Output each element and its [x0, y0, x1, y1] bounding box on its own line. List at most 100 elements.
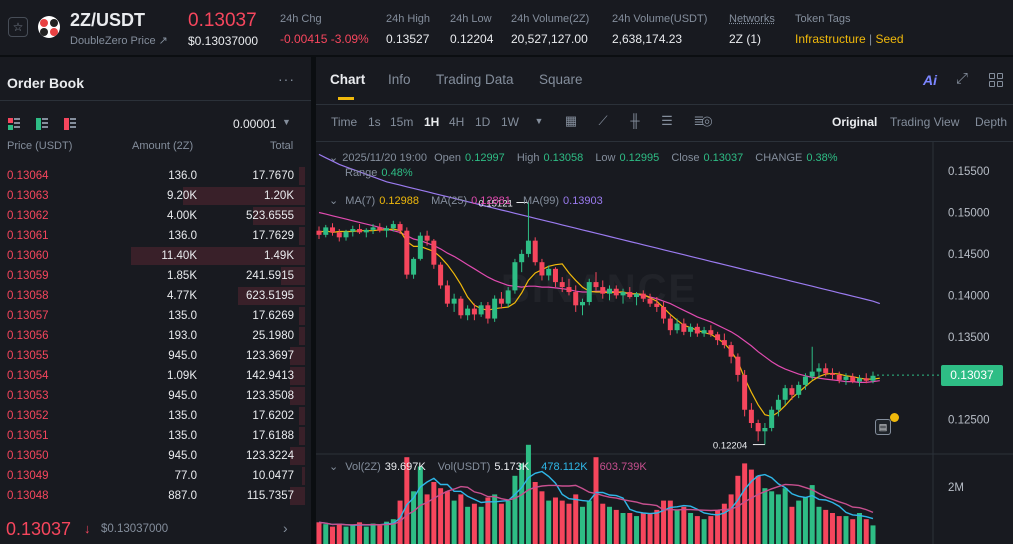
tick-size-select[interactable]: 0.00001	[233, 117, 277, 131]
ask-row[interactable]: 0.13057 135.0 17.6269	[0, 306, 311, 326]
ask-row[interactable]: 0.13061 136.0 17.7629	[0, 226, 311, 246]
volume-bar	[870, 525, 876, 544]
candle-body	[769, 409, 775, 428]
legend-close: 0.13037	[703, 152, 744, 164]
ask-total: 623.5195	[246, 290, 294, 302]
project-name-link[interactable]: DoubleZero Price ↗	[70, 34, 168, 47]
ask-total: 25.1980	[252, 330, 294, 342]
ask-row[interactable]: 0.13055 945.0 123.3697	[0, 346, 311, 366]
ask-row[interactable]: 0.13049 77.0 10.0477	[0, 466, 311, 486]
volume-bar	[775, 494, 781, 544]
candle-type-icon[interactable]: ╫	[630, 113, 640, 128]
interval-1h[interactable]: 1H	[424, 115, 440, 129]
view-both-icon[interactable]	[8, 118, 20, 130]
candle-body	[579, 301, 585, 306]
depth-bar	[299, 327, 305, 345]
tag-infrastructure[interactable]: Infrastructure	[795, 32, 866, 46]
volume-bar	[843, 516, 849, 544]
ma7-line	[318, 228, 880, 418]
ask-amount: 11.40K	[161, 250, 197, 262]
interval-1d[interactable]: 1D	[475, 115, 491, 129]
list-icon[interactable]: ≣	[693, 113, 705, 128]
interval-15m[interactable]: 15m	[390, 115, 414, 129]
ask-row[interactable]: 0.13059 1.85K 241.5915	[0, 266, 311, 286]
candle-body	[593, 282, 599, 288]
candle-body	[316, 230, 322, 235]
target-icon[interactable]: ◎	[701, 113, 713, 128]
chevron-right-icon[interactable]: ›	[283, 520, 288, 536]
collapse-chevron-icon[interactable]: ⌄	[329, 152, 339, 164]
volume-bar	[809, 485, 815, 544]
collapse-chevron-icon[interactable]: ⌄	[329, 461, 339, 473]
range-legend: Range 0.48%	[345, 167, 422, 179]
interval-1w[interactable]: 1W	[501, 115, 519, 129]
view-trading-view[interactable]: Trading View	[890, 115, 960, 129]
ask-row[interactable]: 0.13056 193.0 25.1980	[0, 326, 311, 346]
volume-bar	[512, 475, 518, 544]
doublezero-logo[interactable]	[38, 16, 60, 38]
star-icon[interactable]: ☆	[8, 17, 28, 37]
tag-seed[interactable]: Seed	[875, 32, 904, 46]
ask-total: 523.6555	[246, 210, 294, 222]
volume-bar	[647, 513, 653, 544]
depth-bar	[299, 407, 305, 425]
candle-body	[796, 384, 802, 395]
view-asks-icon[interactable]	[64, 118, 76, 130]
volume-bar	[343, 526, 349, 544]
interval-1s[interactable]: 1s	[368, 115, 381, 129]
volume-bar	[384, 521, 390, 544]
news-event-icon[interactable]: ▤	[875, 419, 891, 435]
more-icon[interactable]: ···	[278, 71, 295, 87]
ask-row[interactable]: 0.13058 4.77K 623.5195	[0, 286, 311, 306]
candle-body	[654, 303, 660, 307]
ask-row[interactable]: 0.13062 4.00K 523.6555	[0, 206, 311, 226]
volume-bar	[829, 513, 835, 544]
volume-bar	[411, 491, 417, 544]
volume-bar	[721, 503, 727, 544]
tab-trading-data[interactable]: Trading Data	[436, 72, 514, 87]
chevron-down-icon[interactable]: ▼	[282, 117, 291, 127]
ask-row[interactable]: 0.13060 11.40K 1.49K	[0, 246, 311, 266]
ai-button[interactable]: Ai	[923, 72, 937, 88]
legend-range: 0.48%	[381, 167, 413, 179]
interval-time[interactable]: Time	[331, 115, 358, 129]
more-intervals-chevron-icon[interactable]: ▼	[534, 116, 544, 126]
ask-row[interactable]: 0.13050 945.0 123.3224	[0, 446, 311, 466]
candle-body	[471, 308, 477, 315]
interval-4h[interactable]: 4H	[449, 115, 465, 129]
calendar-icon[interactable]: ▦	[564, 113, 578, 128]
ask-row[interactable]: 0.13052 135.0 17.6202	[0, 406, 311, 426]
volume-bar	[525, 444, 531, 544]
candle-body	[627, 292, 633, 298]
ask-amount: 77.0	[174, 470, 197, 482]
ask-row[interactable]: 0.13064 136.0 17.7670	[0, 166, 311, 186]
expand-icon[interactable]: ⤢	[956, 70, 969, 87]
view-depth[interactable]: Depth	[975, 115, 1008, 129]
ask-price: 0.13063	[7, 190, 49, 202]
indicator-settings-icon[interactable]: ☰	[661, 113, 673, 128]
collapse-chevron-icon[interactable]: ⌄	[329, 195, 339, 207]
ask-row[interactable]: 0.13063 9.20K 1.20K	[0, 186, 311, 206]
ask-row[interactable]: 0.13053 945.0 123.3508	[0, 386, 311, 406]
last-price-usd: $0.13037000	[188, 34, 259, 48]
ask-row[interactable]: 0.13048 887.0 115.7357	[0, 486, 311, 506]
order-book-last-price: 0.13037	[6, 519, 72, 539]
candlestick-chart[interactable]: 0.15500 0.15000 0.14500 0.14000 0.13500 0.130…	[316, 142, 1013, 544]
ask-amount: 135.0	[168, 430, 197, 442]
line-chart-icon[interactable]: ⟋	[598, 113, 608, 128]
layout-grid-icon[interactable]	[989, 73, 1004, 88]
volume-bar	[485, 497, 491, 544]
volume-bar	[532, 482, 538, 544]
volume-bar	[552, 497, 558, 544]
view-bids-icon[interactable]	[36, 118, 48, 130]
ask-price: 0.13058	[7, 290, 49, 302]
ask-row[interactable]: 0.13051 135.0 17.6188	[0, 426, 311, 446]
view-original[interactable]: Original	[832, 115, 878, 129]
tab-square[interactable]: Square	[539, 72, 583, 87]
tab-chart[interactable]: Chart	[330, 72, 366, 87]
tab-info[interactable]: Info	[388, 72, 411, 87]
stat-networks[interactable]: Networks 2Z (1)	[729, 13, 775, 46]
pair-symbol[interactable]: 2Z/USDT	[70, 10, 146, 30]
ask-row[interactable]: 0.13054 1.09K 142.9413	[0, 366, 311, 386]
volume-bar	[681, 506, 687, 544]
